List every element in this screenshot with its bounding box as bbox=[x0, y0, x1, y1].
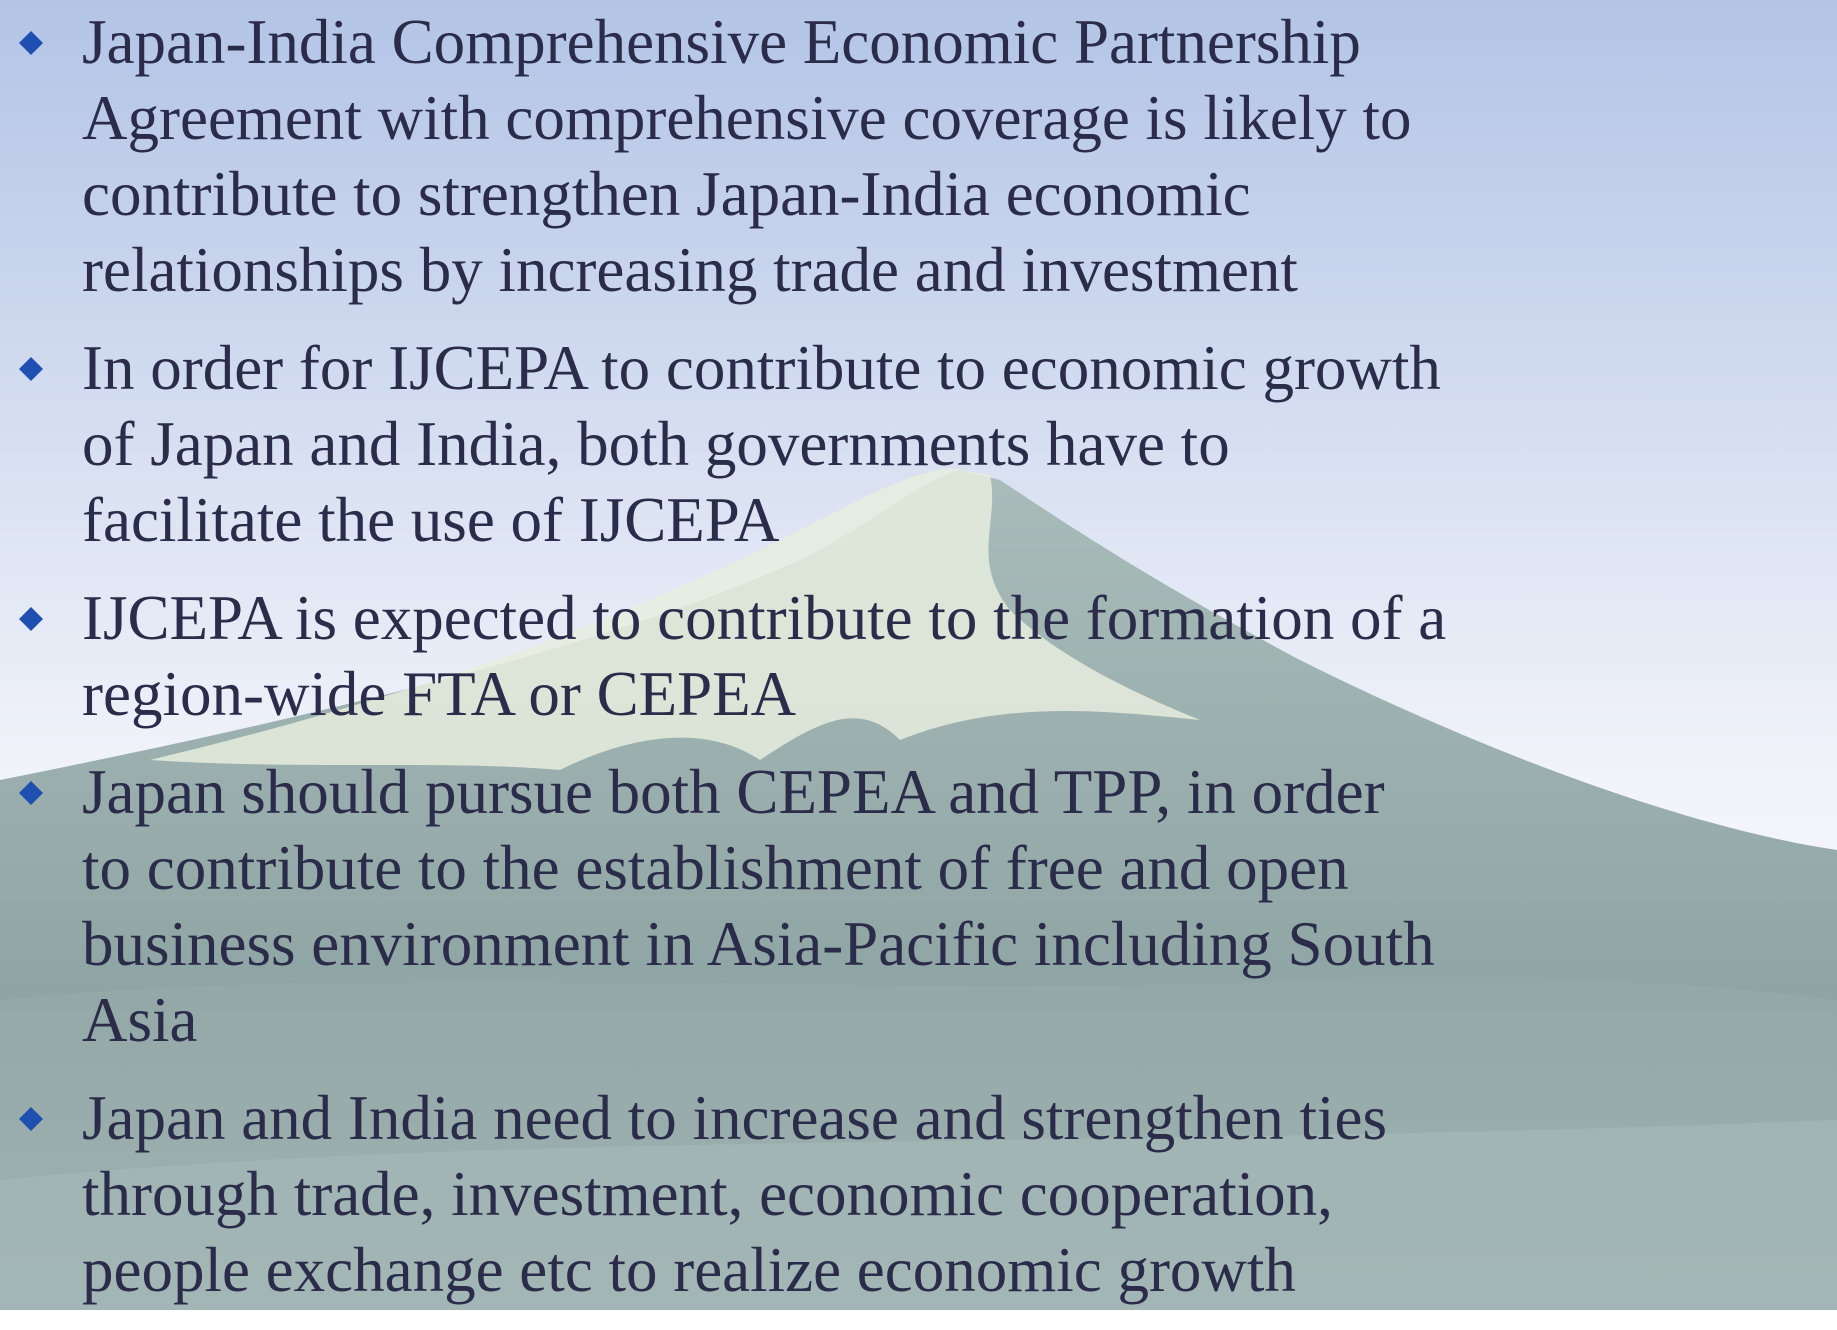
bullet-item: IJCEPA is expected to contribute to the … bbox=[0, 580, 1837, 732]
bullet-item: Japan and India need to increase and str… bbox=[0, 1080, 1837, 1308]
bullet-list: Japan-India Comprehensive Economic Partn… bbox=[0, 4, 1837, 1330]
bullet-text: of Japan and India, both governments hav… bbox=[82, 406, 1837, 482]
bullet-text: region-wide FTA or CEPEA bbox=[82, 656, 1837, 732]
bullet-text: contribute to strengthen Japan-India eco… bbox=[82, 156, 1837, 232]
bullet-text: In order for IJCEPA to contribute to eco… bbox=[82, 330, 1837, 406]
bullet-item: Japan should pursue both CEPEA and TPP, … bbox=[0, 754, 1837, 1058]
bullet-text: Japan should pursue both CEPEA and TPP, … bbox=[82, 754, 1837, 830]
bullet-text: IJCEPA is expected to contribute to the … bbox=[82, 580, 1837, 656]
bullet-text: facilitate the use of IJCEPA bbox=[82, 482, 1837, 558]
bullet-text: relationships by increasing trade and in… bbox=[82, 232, 1837, 308]
slide: Japan-India Comprehensive Economic Partn… bbox=[0, 0, 1837, 1310]
bullet-text: through trade, investment, economic coop… bbox=[82, 1156, 1837, 1232]
bullet-text: Asia bbox=[82, 982, 1837, 1058]
bullet-text: Japan and India need to increase and str… bbox=[82, 1080, 1837, 1156]
bullet-icon bbox=[18, 1106, 44, 1132]
bullet-icon bbox=[18, 356, 44, 382]
bullet-text: Agreement with comprehensive coverage is… bbox=[82, 80, 1837, 156]
bullet-icon bbox=[18, 606, 44, 632]
bullet-text: people exchange etc to realize economic … bbox=[82, 1232, 1837, 1308]
bullet-text: business environment in Asia-Pacific inc… bbox=[82, 906, 1837, 982]
bullet-icon bbox=[18, 780, 44, 806]
bullet-item: In order for IJCEPA to contribute to eco… bbox=[0, 330, 1837, 558]
bullet-item: Japan-India Comprehensive Economic Partn… bbox=[0, 4, 1837, 308]
bullet-icon bbox=[18, 30, 44, 56]
bullet-text: Japan-India Comprehensive Economic Partn… bbox=[82, 4, 1837, 80]
bullet-text: to contribute to the establishment of fr… bbox=[82, 830, 1837, 906]
